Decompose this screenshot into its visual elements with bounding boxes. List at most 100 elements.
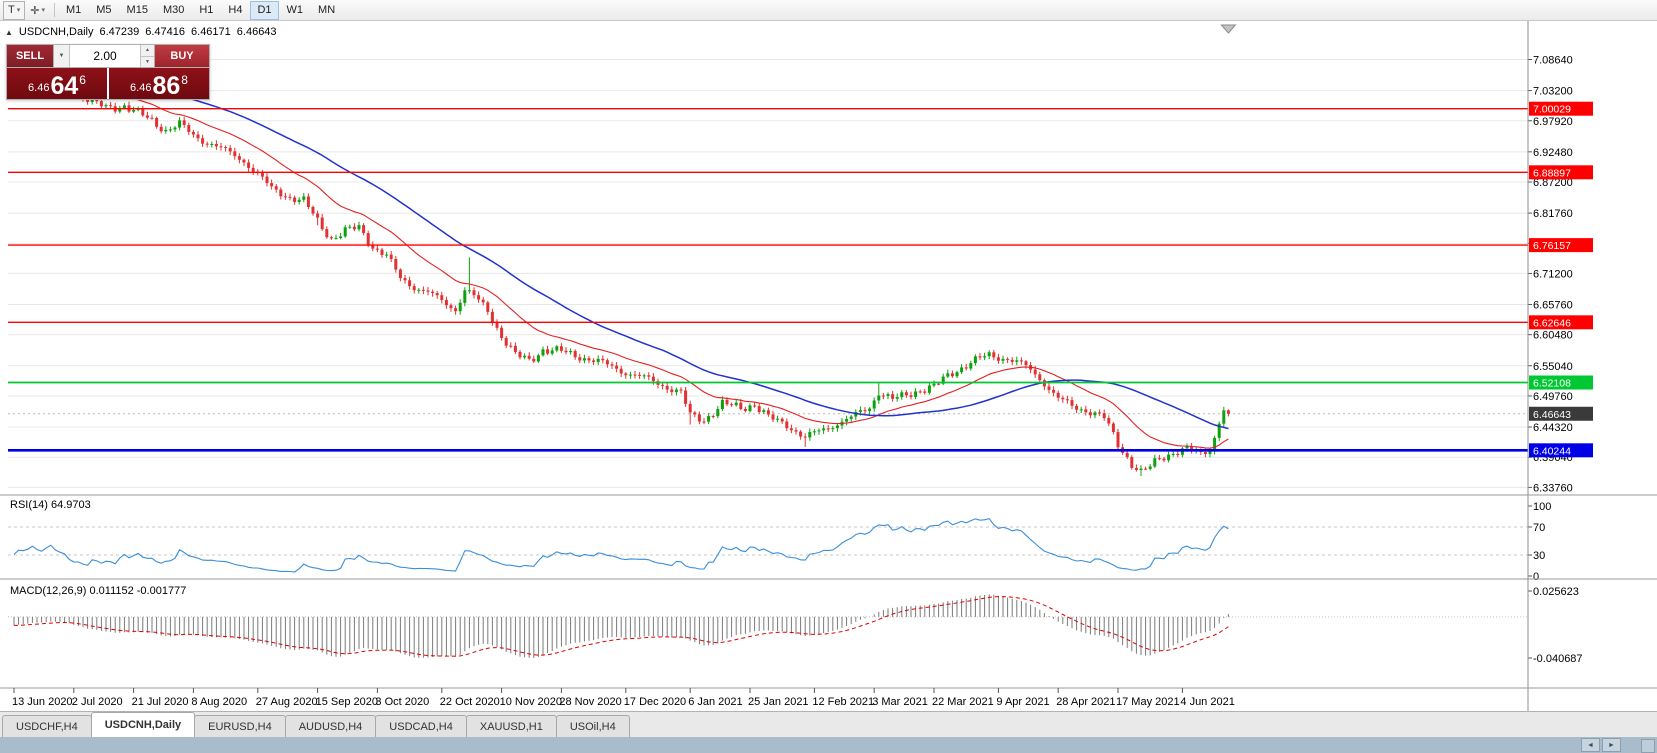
price-chart-canvas[interactable]: 7.08640 7.03200 6.97920 6.92480 6.87200 6.817… xyxy=(0,21,1657,711)
ma-slow-line[interactable] xyxy=(13,64,1229,430)
volume-down-button[interactable]: ▼ xyxy=(141,56,154,67)
candle-body xyxy=(1102,413,1106,419)
timeframe-m30[interactable]: M30 xyxy=(162,4,185,16)
price-axis[interactable]: 7.08640 7.03200 6.97920 6.92480 6.87200 6.817… xyxy=(1528,55,1573,495)
price-tag[interactable] xyxy=(1529,315,1593,330)
timeframe-w1[interactable]: W1 xyxy=(286,4,304,16)
tab-scroll-right-button[interactable]: ► xyxy=(1602,738,1621,752)
candle-body xyxy=(481,299,485,303)
chart-window[interactable]: 7.08640 7.03200 6.97920 6.92480 6.87200 6.817… xyxy=(0,21,1657,711)
candle-body xyxy=(329,237,333,239)
drawing-tools-button[interactable]: ✛ ▾ xyxy=(25,1,50,20)
candle-body xyxy=(835,425,839,429)
candle-body xyxy=(605,360,609,365)
candle-body xyxy=(366,233,370,245)
candle-body xyxy=(467,290,471,292)
chart-symbol-period: USDCNH,Daily xyxy=(18,26,94,38)
candle-body xyxy=(647,375,651,377)
candle-body xyxy=(509,345,513,347)
ma-fast-line[interactable] xyxy=(13,72,1229,449)
candle-body xyxy=(1065,399,1069,401)
volume-dropdown-button[interactable]: ▼ xyxy=(54,45,70,67)
chevron-down-icon: ▾ xyxy=(16,7,21,14)
candle-body xyxy=(753,405,757,407)
chart-shift-marker[interactable] xyxy=(1220,24,1237,34)
candle-body xyxy=(670,389,674,393)
resize-grip[interactable] xyxy=(1641,739,1655,753)
templates-button[interactable]: T ▾ xyxy=(3,0,26,20)
rsi-axis-label: 70 xyxy=(1533,522,1545,534)
price-tag-label: 6.88897 xyxy=(1533,167,1571,179)
tab-scroll-left-button[interactable]: ◄ xyxy=(1581,738,1600,752)
candle-body xyxy=(955,372,959,377)
candle-body xyxy=(141,108,145,116)
candle-body xyxy=(444,299,448,306)
timeframe-d1[interactable]: D1 xyxy=(250,0,279,20)
candle-body xyxy=(546,349,550,354)
sell-price-display[interactable]: 6.46 64 6 xyxy=(7,68,107,99)
candle-body xyxy=(527,355,531,359)
candle-body xyxy=(845,418,849,422)
date-axis-label: 8 Aug 2020 xyxy=(191,696,247,708)
candle-body xyxy=(1148,466,1152,469)
price-tag[interactable] xyxy=(1529,443,1593,458)
tab-usoil-h4[interactable]: USOil,H4 xyxy=(555,715,630,737)
current-price-label: 6.46643 xyxy=(1533,409,1571,421)
candle-body xyxy=(1125,452,1129,458)
volume-input[interactable]: 2.00 xyxy=(70,45,140,67)
candle-body xyxy=(702,421,706,423)
candle-body xyxy=(228,147,232,152)
candle-body xyxy=(145,115,149,118)
price-tag[interactable] xyxy=(1529,238,1593,253)
tab-usdcad-h4[interactable]: USDCAD,H4 xyxy=(375,715,467,737)
candle-body xyxy=(237,156,241,160)
date-axis-label: 10 Nov 2020 xyxy=(500,696,562,708)
candle-body xyxy=(992,352,996,358)
price-tag[interactable] xyxy=(1529,375,1593,390)
tab-usdcnh-daily[interactable]: USDCNH,Daily xyxy=(90,712,196,737)
price-tag[interactable] xyxy=(1529,165,1593,180)
candle-body xyxy=(205,143,209,145)
candle-body xyxy=(311,206,315,214)
volume-up-button[interactable]: ▲ xyxy=(141,45,154,57)
price-axis-label: 6.44320 xyxy=(1533,422,1573,434)
rsi-line xyxy=(13,517,1229,573)
date-axis-label: 4 Jun 2021 xyxy=(1180,696,1234,708)
sell-price-pips: 64 xyxy=(50,72,79,100)
date-axis[interactable]: 13 Jun 2020 2 Jul 2020 21 Jul 2020 8 Aug 20… xyxy=(12,688,1235,708)
timeframe-h1[interactable]: H1 xyxy=(199,4,214,16)
candle-body xyxy=(182,120,186,125)
date-axis-label: 2 Jul 2020 xyxy=(72,696,123,708)
oneclick-collapse-icon[interactable]: ▲ xyxy=(5,27,13,37)
buy-price-display[interactable]: 6.46 86 8 xyxy=(109,68,209,99)
candle-body xyxy=(822,428,826,431)
volume-spinner: ▲ ▼ xyxy=(140,45,154,67)
price-axis-label: 7.08640 xyxy=(1533,55,1573,67)
buy-button[interactable]: BUY xyxy=(155,45,209,67)
candle-body xyxy=(1144,468,1148,470)
timeframe-m1[interactable]: M1 xyxy=(65,4,82,16)
sell-button[interactable]: SELL xyxy=(7,45,53,67)
candle-body xyxy=(799,431,803,437)
candle-body xyxy=(191,131,195,135)
tab-xauusd-h1[interactable]: XAUUSD,H1 xyxy=(465,715,557,737)
candle-body xyxy=(734,402,738,406)
tab-eurusd-h4[interactable]: EURUSD,H4 xyxy=(194,715,286,737)
candle-body xyxy=(661,384,665,386)
candle-body xyxy=(785,421,789,429)
tab-audusd-h4[interactable]: AUDUSD,H4 xyxy=(284,715,377,737)
candle-body xyxy=(863,410,867,412)
timeframe-h4[interactable]: H4 xyxy=(228,4,243,16)
candle-body xyxy=(688,403,692,413)
candle-body xyxy=(877,395,881,401)
candle-body xyxy=(771,414,775,420)
timeframe-mn[interactable]: MN xyxy=(318,4,336,16)
price-tag[interactable] xyxy=(1529,101,1593,116)
timeframe-m15[interactable]: M15 xyxy=(126,4,148,16)
timeframe-m5[interactable]: M5 xyxy=(96,4,112,16)
candle-body xyxy=(389,254,393,259)
candle-body xyxy=(1061,397,1065,400)
candle-body xyxy=(651,376,655,382)
tab-usdchf-h4[interactable]: USDCHF,H4 xyxy=(2,715,92,737)
